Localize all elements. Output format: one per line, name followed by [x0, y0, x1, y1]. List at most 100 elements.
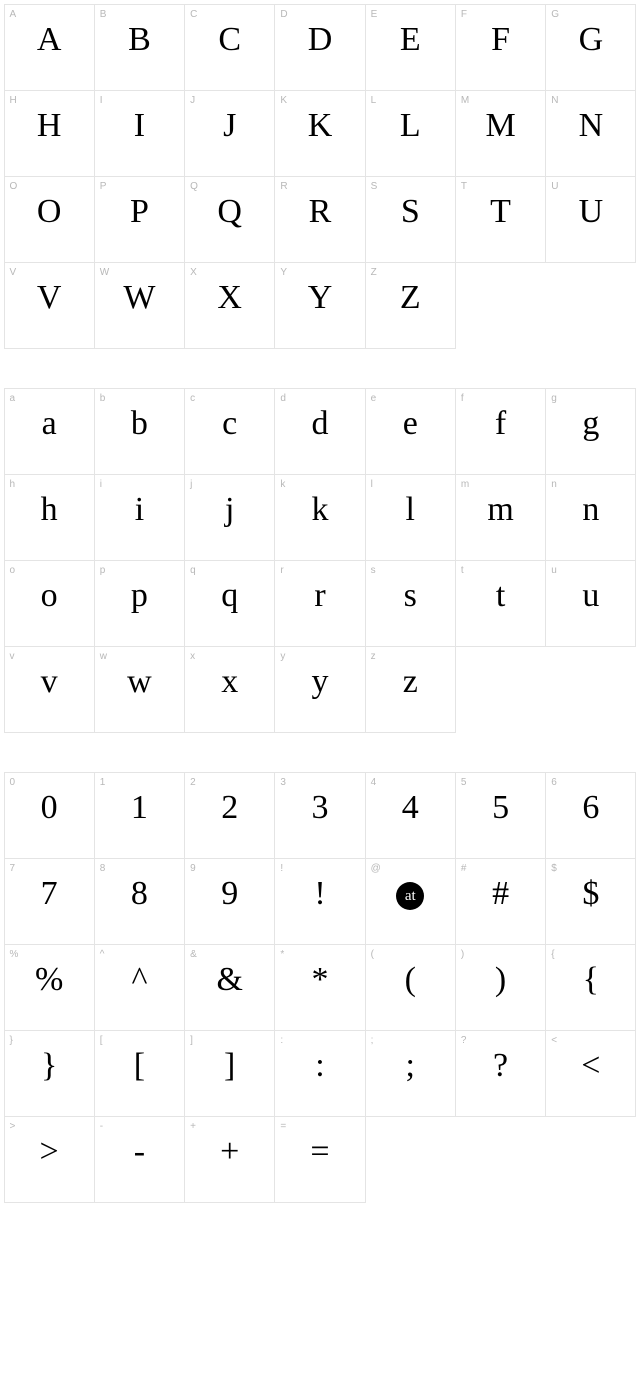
- empty-cell: [546, 1116, 636, 1202]
- glyph-cell[interactable]: ee: [365, 388, 456, 475]
- glyph-cell[interactable]: {{: [545, 944, 636, 1031]
- glyph-cell[interactable]: yy: [274, 646, 365, 733]
- glyph-cell[interactable]: rr: [274, 560, 365, 647]
- glyph-cell[interactable]: ::: [274, 1030, 365, 1117]
- glyph-cell[interactable]: dd: [274, 388, 365, 475]
- glyph-cell[interactable]: bb: [94, 388, 185, 475]
- glyph-cell[interactable]: cc: [184, 388, 275, 475]
- glyph-cell[interactable]: TT: [455, 176, 546, 263]
- glyph-cell[interactable]: PP: [94, 176, 185, 263]
- glyph-cell[interactable]: kk: [274, 474, 365, 561]
- glyph-cell[interactable]: NN: [545, 90, 636, 177]
- glyph-cell[interactable]: BB: [94, 4, 185, 91]
- glyph-cell[interactable]: )): [455, 944, 546, 1031]
- glyph-cell[interactable]: vv: [4, 646, 95, 733]
- glyph-display: ): [456, 963, 545, 997]
- glyph-cell[interactable]: 99: [184, 858, 275, 945]
- glyph-label: :: [280, 1035, 283, 1046]
- glyph-cell[interactable]: uu: [545, 560, 636, 647]
- glyph-cell[interactable]: 44: [365, 772, 456, 859]
- glyph-cell[interactable]: aa: [4, 388, 95, 475]
- glyph-cell[interactable]: xx: [184, 646, 275, 733]
- glyph-cell[interactable]: pp: [94, 560, 185, 647]
- glyph-cell[interactable]: qq: [184, 560, 275, 647]
- glyph-cell[interactable]: ^^: [94, 944, 185, 1031]
- glyph-cell[interactable]: nn: [545, 474, 636, 561]
- glyph-cell[interactable]: ii: [94, 474, 185, 561]
- glyph-cell[interactable]: KK: [274, 90, 365, 177]
- glyph-cell[interactable]: ZZ: [365, 262, 456, 349]
- glyph-cell[interactable]: HH: [4, 90, 95, 177]
- glyph-cell[interactable]: zz: [365, 646, 456, 733]
- glyph-cell[interactable]: ==: [274, 1116, 365, 1203]
- glyph-cell[interactable]: @at: [365, 858, 456, 945]
- glyph-display: i: [95, 493, 184, 527]
- glyph-cell[interactable]: tt: [455, 560, 546, 647]
- glyph-cell[interactable]: 88: [94, 858, 185, 945]
- glyph-cell[interactable]: ##: [455, 858, 546, 945]
- glyph-cell[interactable]: ((: [365, 944, 456, 1031]
- glyph-cell[interactable]: XX: [184, 262, 275, 349]
- glyph-label: #: [461, 863, 467, 874]
- glyph-cell[interactable]: $$: [545, 858, 636, 945]
- glyph-label: y: [280, 651, 285, 662]
- glyph-cell[interactable]: 55: [455, 772, 546, 859]
- glyph-cell[interactable]: 00: [4, 772, 95, 859]
- glyph-cell[interactable]: mm: [455, 474, 546, 561]
- glyph-display: A: [5, 23, 94, 57]
- glyph-cell[interactable]: %%: [4, 944, 95, 1031]
- glyph-cell[interactable]: oo: [4, 560, 95, 647]
- glyph-cell[interactable]: 33: [274, 772, 365, 859]
- glyph-cell[interactable]: ++: [184, 1116, 275, 1203]
- glyph-cell[interactable]: ll: [365, 474, 456, 561]
- glyph-display: S: [366, 195, 455, 229]
- glyph-label: Z: [371, 267, 377, 278]
- glyph-cell[interactable]: ??: [455, 1030, 546, 1117]
- glyph-cell[interactable]: DD: [274, 4, 365, 91]
- glyph-label: r: [280, 565, 283, 576]
- glyph-cell[interactable]: [[: [94, 1030, 185, 1117]
- glyph-cell[interactable]: QQ: [184, 176, 275, 263]
- glyph-label: Q: [190, 181, 198, 192]
- glyph-cell[interactable]: >>: [4, 1116, 95, 1203]
- glyph-cell[interactable]: AA: [4, 4, 95, 91]
- glyph-cell[interactable]: JJ: [184, 90, 275, 177]
- glyph-cell[interactable]: II: [94, 90, 185, 177]
- glyph-cell[interactable]: LL: [365, 90, 456, 177]
- glyph-cell[interactable]: ss: [365, 560, 456, 647]
- glyph-cell[interactable]: SS: [365, 176, 456, 263]
- glyph-cell[interactable]: 22: [184, 772, 275, 859]
- glyph-cell[interactable]: ff: [455, 388, 546, 475]
- glyph-display: Y: [275, 281, 364, 315]
- glyph-cell[interactable]: UU: [545, 176, 636, 263]
- glyph-cell[interactable]: CC: [184, 4, 275, 91]
- glyph-cell[interactable]: 66: [545, 772, 636, 859]
- glyph-cell[interactable]: 11: [94, 772, 185, 859]
- glyph-label: <: [551, 1035, 557, 1046]
- glyph-cell[interactable]: YY: [274, 262, 365, 349]
- glyph-display: y: [275, 665, 364, 699]
- empty-cell: [455, 262, 545, 348]
- glyph-cell[interactable]: **: [274, 944, 365, 1031]
- glyph-cell[interactable]: ]]: [184, 1030, 275, 1117]
- glyph-cell[interactable]: WW: [94, 262, 185, 349]
- glyph-cell[interactable]: jj: [184, 474, 275, 561]
- glyph-display: C: [185, 23, 274, 57]
- glyph-cell[interactable]: <<: [545, 1030, 636, 1117]
- glyph-cell[interactable]: FF: [455, 4, 546, 91]
- glyph-cell[interactable]: ww: [94, 646, 185, 733]
- glyph-cell[interactable]: RR: [274, 176, 365, 263]
- glyph-cell[interactable]: !!: [274, 858, 365, 945]
- glyph-cell[interactable]: ;;: [365, 1030, 456, 1117]
- glyph-cell[interactable]: MM: [455, 90, 546, 177]
- glyph-cell[interactable]: gg: [545, 388, 636, 475]
- glyph-cell[interactable]: VV: [4, 262, 95, 349]
- glyph-cell[interactable]: hh: [4, 474, 95, 561]
- glyph-cell[interactable]: OO: [4, 176, 95, 263]
- glyph-cell[interactable]: }}: [4, 1030, 95, 1117]
- glyph-cell[interactable]: --: [94, 1116, 185, 1203]
- glyph-cell[interactable]: EE: [365, 4, 456, 91]
- glyph-cell[interactable]: &&: [184, 944, 275, 1031]
- glyph-cell[interactable]: 77: [4, 858, 95, 945]
- glyph-cell[interactable]: GG: [545, 4, 636, 91]
